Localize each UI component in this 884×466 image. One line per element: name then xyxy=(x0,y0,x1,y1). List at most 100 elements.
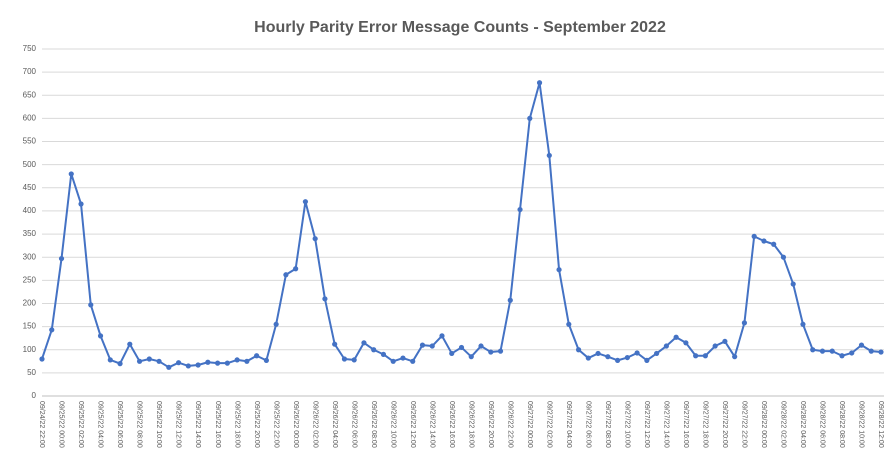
data-point xyxy=(663,343,669,349)
data-point xyxy=(195,362,201,368)
data-point xyxy=(146,356,152,362)
x-tick-label: 09/26/22 02:00 xyxy=(311,401,318,448)
y-tick-label: 0 xyxy=(32,391,37,400)
x-tick-label: 09/27/22 00:00 xyxy=(526,401,533,448)
data-point xyxy=(673,334,679,340)
data-point xyxy=(605,354,611,360)
x-tick-label: 09/24/22 22:00 xyxy=(38,401,45,448)
data-point xyxy=(575,347,582,353)
data-point xyxy=(858,342,865,348)
y-tick-label: 600 xyxy=(23,114,37,123)
data-point xyxy=(458,344,465,351)
y-tick-label: 700 xyxy=(23,67,37,76)
data-point xyxy=(351,357,357,363)
y-tick-label: 650 xyxy=(23,90,37,99)
x-tick-label: 09/25/22 22:00 xyxy=(272,401,279,448)
data-point xyxy=(839,353,845,359)
data-point xyxy=(614,357,621,363)
data-point xyxy=(878,349,884,355)
x-tick-label: 09/27/22 02:00 xyxy=(545,401,552,448)
data-point xyxy=(771,241,777,247)
data-point xyxy=(234,357,240,363)
y-tick-label: 550 xyxy=(23,137,37,146)
data-point xyxy=(185,363,191,369)
data-point xyxy=(88,302,94,308)
data-point xyxy=(39,356,45,362)
data-point xyxy=(732,354,738,360)
y-tick-label: 150 xyxy=(23,322,37,331)
data-point xyxy=(429,343,435,349)
data-point xyxy=(293,266,299,272)
data-point xyxy=(439,333,445,339)
data-point xyxy=(449,350,455,357)
data-point xyxy=(810,347,816,353)
data-point xyxy=(488,349,494,355)
data-point xyxy=(702,353,708,359)
data-point xyxy=(49,327,55,333)
x-tick-label: 09/27/22 12:00 xyxy=(643,401,650,448)
data-point xyxy=(683,340,689,346)
x-tick-label: 09/26/22 10:00 xyxy=(389,401,396,448)
data-point xyxy=(585,355,591,361)
data-point xyxy=(166,364,172,370)
x-tick-label: 09/25/22 04:00 xyxy=(97,401,104,448)
data-point xyxy=(751,233,757,239)
x-tick-label: 09/26/22 04:00 xyxy=(331,401,338,448)
x-tick-label: 09/26/22 20:00 xyxy=(487,401,494,448)
x-tick-label: 09/25/22 18:00 xyxy=(233,401,240,448)
x-tick-label: 09/25/22 12:00 xyxy=(175,401,182,448)
data-point xyxy=(273,321,279,327)
y-tick-label: 450 xyxy=(23,183,37,192)
data-point xyxy=(175,360,182,366)
data-point xyxy=(332,341,338,347)
y-tick-label: 500 xyxy=(23,160,37,169)
data-point xyxy=(224,360,230,366)
data-point xyxy=(507,297,513,303)
x-tick-label: 09/28/22 10:00 xyxy=(858,401,865,448)
x-tick-label: 09/27/22 18:00 xyxy=(702,401,709,448)
data-point xyxy=(624,354,630,361)
y-tick-label: 350 xyxy=(23,229,37,238)
data-point xyxy=(497,348,504,354)
x-tick-label: 09/28/22 00:00 xyxy=(760,401,767,448)
data-point xyxy=(722,338,728,345)
data-point xyxy=(68,171,74,177)
y-tick-label: 400 xyxy=(23,206,37,215)
data-point xyxy=(380,351,387,357)
data-point xyxy=(302,199,309,205)
data-point xyxy=(127,341,133,347)
x-tick-label: 09/28/22 04:00 xyxy=(799,401,806,448)
data-point xyxy=(868,348,874,354)
data-point xyxy=(595,350,601,357)
y-tick-label: 250 xyxy=(23,275,37,284)
data-point xyxy=(780,254,787,260)
y-tick-label: 100 xyxy=(23,345,37,354)
data-point xyxy=(136,358,143,364)
data-point xyxy=(244,358,250,364)
x-tick-label: 09/26/22 18:00 xyxy=(467,401,474,448)
data-point xyxy=(654,350,660,357)
x-tick-label: 09/28/22 06:00 xyxy=(819,401,826,448)
x-tick-label: 09/25/22 14:00 xyxy=(194,401,201,448)
x-tick-label: 09/27/22 14:00 xyxy=(663,401,670,448)
data-point xyxy=(527,115,533,121)
data-point xyxy=(263,357,269,363)
data-point xyxy=(361,340,367,346)
data-point xyxy=(536,80,543,86)
x-tick-label: 09/25/22 20:00 xyxy=(253,401,260,448)
chart-title: Hourly Parity Error Message Counts - Sep… xyxy=(254,19,666,36)
data-point xyxy=(58,255,65,262)
data-point xyxy=(761,238,767,244)
data-point xyxy=(371,347,377,353)
data-point xyxy=(107,357,113,363)
data-line xyxy=(41,81,882,369)
x-tick-label: 09/26/22 00:00 xyxy=(292,401,299,448)
data-point xyxy=(78,201,84,207)
x-tick-label: 09/28/22 12:00 xyxy=(877,401,884,448)
data-point xyxy=(468,354,474,360)
x-tick-label: 09/26/22 12:00 xyxy=(409,401,416,448)
data-point xyxy=(517,206,523,213)
x-tick-label: 09/25/22 16:00 xyxy=(214,401,221,448)
data-point xyxy=(205,359,211,365)
x-tick-label: 09/26/22 06:00 xyxy=(350,401,357,448)
